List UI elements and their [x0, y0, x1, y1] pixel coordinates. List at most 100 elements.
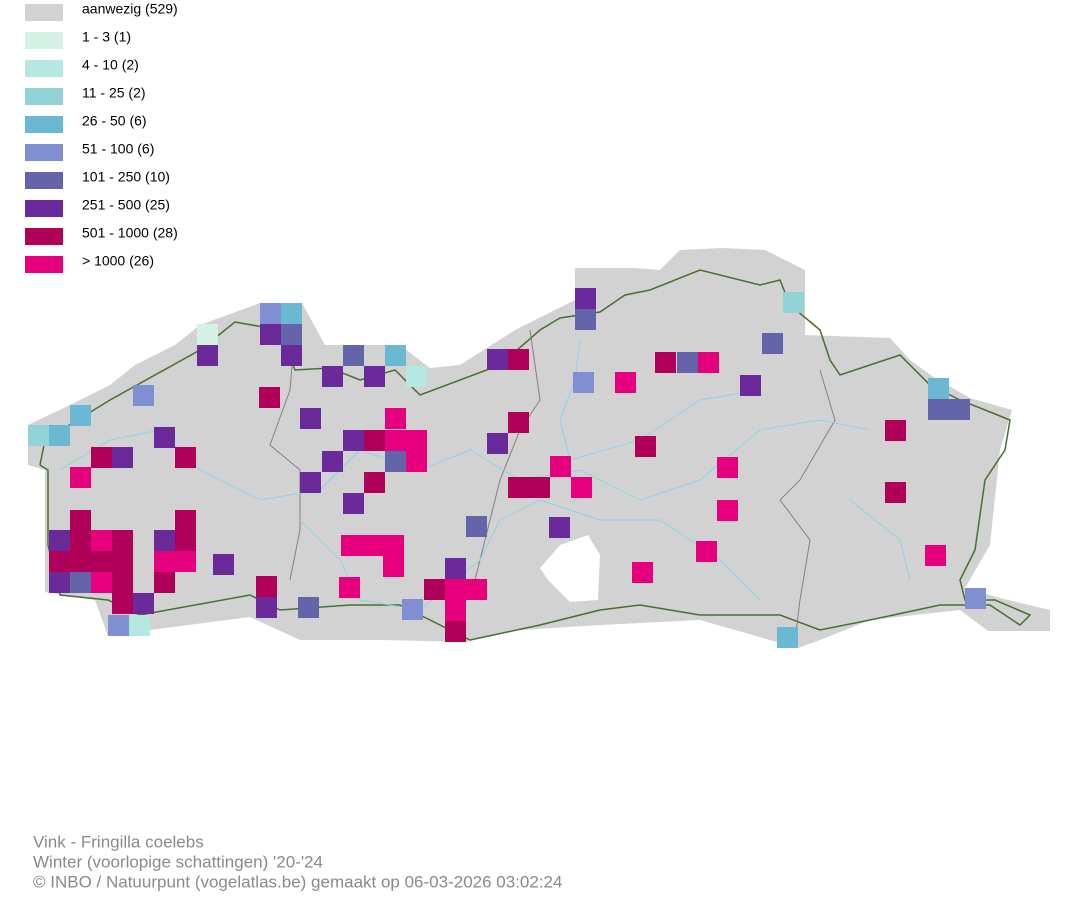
legend-swatch — [25, 172, 63, 189]
map-cell — [91, 447, 112, 468]
map-cell — [281, 345, 302, 366]
map-cell — [112, 530, 133, 551]
map-cell — [49, 551, 70, 572]
map-cell — [70, 530, 91, 551]
map-cell — [508, 412, 529, 433]
map-cell — [635, 436, 656, 457]
map-cell — [112, 551, 133, 572]
footer-line: Winter (voorlopige schattingen) '20-'24 — [33, 852, 323, 871]
map-cell — [343, 345, 364, 366]
map-cell — [925, 545, 946, 566]
map-cell — [383, 535, 404, 556]
legend-swatch — [25, 256, 63, 273]
map-cells — [28, 288, 986, 648]
map-cell — [717, 500, 738, 521]
map-cell — [154, 572, 175, 593]
map-cell — [197, 345, 218, 366]
map-cell — [445, 621, 466, 642]
legend-label: 51 - 100 (6) — [82, 141, 154, 157]
legend-label: aanwezig (529) — [82, 1, 178, 17]
map-cell — [362, 535, 383, 556]
legend-swatch — [25, 116, 63, 133]
map-cell — [259, 387, 280, 408]
province-border — [269, 329, 301, 581]
map-cell — [281, 324, 302, 345]
legend-swatch — [25, 60, 63, 77]
map-cell — [70, 405, 91, 426]
legend-label: 4 - 10 (2) — [82, 57, 139, 73]
map-cell — [175, 551, 196, 572]
map-cell — [550, 456, 571, 477]
map-cell — [777, 627, 798, 648]
map-cell — [281, 303, 302, 324]
legend-swatch — [25, 32, 63, 49]
map-cell — [965, 588, 986, 609]
map-cell — [112, 572, 133, 593]
map-cell — [655, 352, 676, 373]
legend-swatch — [25, 4, 63, 21]
map-cell — [508, 349, 529, 370]
legend-label: 251 - 500 (25) — [82, 197, 170, 213]
legend-label: 501 - 1000 (28) — [82, 225, 178, 241]
map-cell — [364, 472, 385, 493]
map-cell — [91, 551, 112, 572]
map-cell — [112, 447, 133, 468]
map-cell — [133, 385, 154, 406]
map-cell — [406, 451, 427, 472]
map-cell — [529, 477, 550, 498]
legend-label: 26 - 50 (6) — [82, 113, 147, 129]
map-cell — [696, 541, 717, 562]
map-cell — [406, 366, 427, 387]
footer-line: Vink - Fringilla coelebs — [33, 832, 204, 851]
map-cell — [300, 472, 321, 493]
map-cell — [49, 425, 70, 446]
map-cell — [70, 572, 91, 593]
map-cell — [154, 551, 175, 572]
map-cell — [175, 510, 196, 531]
map-cell — [260, 324, 281, 345]
map-cell — [256, 576, 277, 597]
map-cell — [885, 420, 906, 441]
map-cell — [300, 408, 321, 429]
map-cell — [112, 593, 133, 614]
map-cell — [91, 572, 112, 593]
map-cell — [615, 372, 636, 393]
map-cell — [385, 408, 406, 429]
legend-label: 101 - 250 (10) — [82, 169, 170, 185]
map-cell — [364, 366, 385, 387]
map-cell — [154, 530, 175, 551]
map-cell — [487, 349, 508, 370]
map-cell — [70, 551, 91, 572]
map-cell — [385, 451, 406, 472]
map-cell — [698, 352, 719, 373]
legend-swatch — [25, 200, 63, 217]
map-cell — [133, 593, 154, 614]
map-cell — [677, 352, 698, 373]
map-cell — [341, 535, 362, 556]
map-cell — [70, 467, 91, 488]
map-cell — [383, 556, 404, 577]
map-cell — [385, 345, 406, 366]
river — [849, 499, 911, 581]
map-cell — [885, 482, 906, 503]
map-cell — [575, 288, 596, 309]
legend-swatch — [25, 88, 63, 105]
map-cell — [406, 430, 427, 451]
map-cell — [717, 457, 738, 478]
map-cell — [70, 510, 91, 531]
map-cell — [343, 493, 364, 514]
footer-line: © INBO / Natuurpunt (vogelatlas.be) gema… — [33, 872, 562, 891]
map-cell — [28, 425, 49, 446]
map-cell — [928, 399, 949, 420]
map-cell — [445, 579, 466, 600]
map-cell — [928, 378, 949, 399]
map-cell — [91, 530, 112, 551]
map-cell — [256, 597, 277, 618]
map-cell — [49, 530, 70, 551]
province-border — [779, 369, 836, 641]
legend-label: 11 - 25 (2) — [82, 85, 146, 101]
map-cell — [762, 333, 783, 354]
map-cell — [466, 579, 487, 600]
